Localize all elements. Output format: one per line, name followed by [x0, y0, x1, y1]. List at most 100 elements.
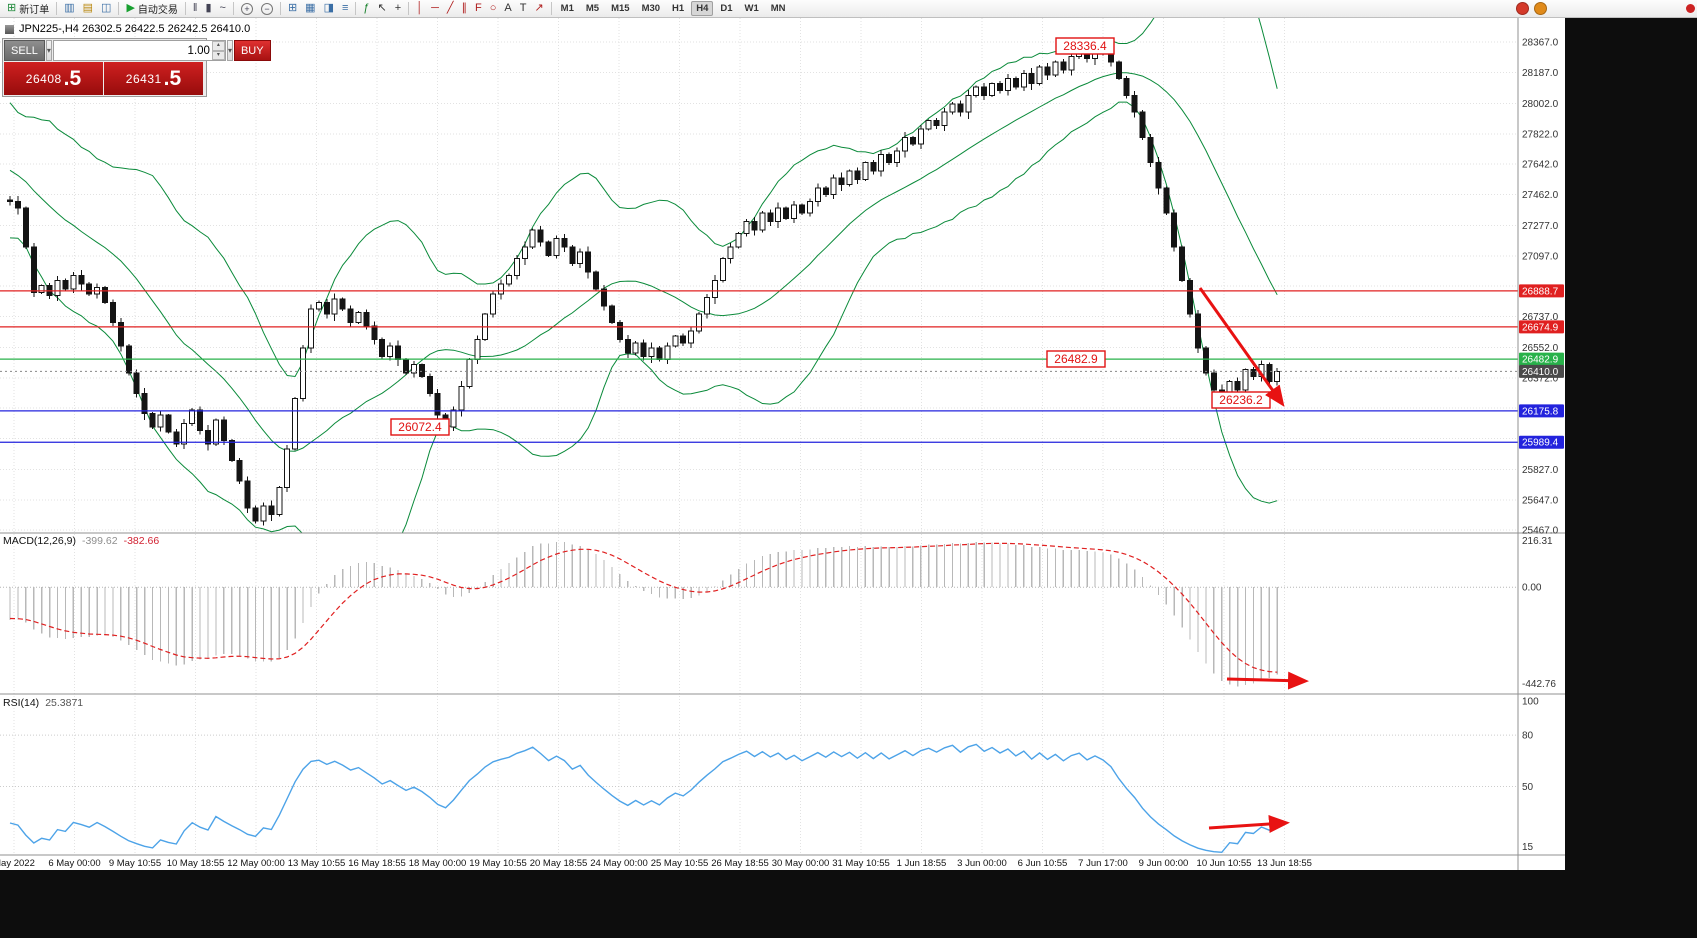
- volume-down-icon[interactable]: ▾: [211, 50, 225, 60]
- candle-body: [236, 460, 243, 482]
- trendline-icon[interactable]: ╱: [444, 1, 457, 16]
- symbol-ohlc-readout: JPN225-,H4 26302.5 26422.5 26242.5 26410…: [5, 23, 250, 35]
- timeframe-m30-button[interactable]: M30: [641, 3, 661, 14]
- candle-body: [1012, 78, 1019, 88]
- pane-separators: [0, 18, 1565, 870]
- candle-body: [260, 505, 267, 522]
- indicators-icon[interactable]: ƒ: [360, 1, 372, 16]
- price-tag: [1519, 320, 1564, 334]
- sell-button[interactable]: SELL: [4, 40, 45, 61]
- navigator-icon[interactable]: ≡: [339, 1, 351, 16]
- timeframe-w1-button[interactable]: W1: [744, 3, 759, 14]
- zoom-out-icon[interactable]: −: [258, 1, 276, 16]
- label-icon[interactable]: T: [517, 1, 530, 16]
- bars-chart-icon[interactable]: ‖: [190, 1, 201, 16]
- svg-text:19 May 10:55: 19 May 10:55: [469, 858, 527, 869]
- cascade-windows-icon: ▦: [305, 2, 316, 14]
- arrow-tools-icon[interactable]: ↗: [531, 1, 546, 16]
- annotation-box: [1046, 350, 1106, 368]
- candlestick-chart-icon[interactable]: ▮: [202, 1, 214, 16]
- horizontal-line-icon[interactable]: ─: [428, 1, 442, 16]
- price-annotations[interactable]: 28336.4 26482.9 26236.2 26072.4: [390, 37, 1271, 436]
- bollinger-bands: [9, 18, 1278, 533]
- autotrading-icon[interactable]: ▶ 自动交易: [123, 1, 180, 16]
- cascade-windows-icon[interactable]: ▦: [302, 1, 318, 16]
- candle-body: [395, 345, 402, 361]
- candle-body: [165, 414, 172, 433]
- profiles-icon[interactable]: ▤: [80, 1, 96, 16]
- timeframe-mn-button[interactable]: MN: [770, 3, 786, 14]
- trendline-icon: ╱: [446, 2, 454, 14]
- price-tag: [1519, 352, 1564, 366]
- candle-body: [276, 487, 283, 515]
- new-chart-icon[interactable]: ▥: [61, 1, 77, 16]
- price-tag: [1519, 364, 1564, 378]
- cursor-icon[interactable]: ↖: [375, 1, 390, 16]
- timeframe-m1-button[interactable]: M1: [560, 3, 574, 14]
- zoom-in-icon[interactable]: +: [238, 1, 256, 16]
- trend-arrows[interactable]: [1198, 287, 1309, 833]
- volume-up-icon[interactable]: ▴: [211, 41, 225, 51]
- svg-text:15: 15: [1522, 842, 1534, 853]
- buy-button[interactable]: BUY: [233, 40, 271, 61]
- svg-text:16 May 18:55: 16 May 18:55: [348, 858, 406, 869]
- candle-body: [54, 280, 61, 297]
- volume-stepper: ▴ ▾: [52, 40, 226, 61]
- buy-price-frac: .5: [163, 66, 182, 90]
- timeframe-m15-button[interactable]: M15: [611, 3, 630, 14]
- timeframe-h4-button[interactable]: H4: [691, 1, 714, 16]
- timeframe-d1-button[interactable]: D1: [720, 3, 733, 14]
- text-icon[interactable]: A: [501, 1, 514, 16]
- svg-text:0.00: 0.00: [1522, 583, 1542, 594]
- candle-body: [1147, 136, 1154, 164]
- community-icon[interactable]: [1516, 2, 1529, 15]
- new-chart-icon: ▥: [64, 2, 75, 14]
- templates-icon[interactable]: ◫: [98, 1, 114, 16]
- ellipse-icon[interactable]: ○: [487, 1, 500, 16]
- vertical-line-icon[interactable]: │: [413, 1, 426, 16]
- candle-body: [577, 251, 584, 265]
- new-order-icon[interactable]: ⊞ 新订单: [4, 1, 52, 16]
- macd-indicator-label: MACD(12,26,9) -399.62 -382.66: [3, 535, 159, 547]
- timeframe-h1-button[interactable]: H1: [672, 3, 685, 14]
- candle-body: [783, 207, 790, 219]
- sell-price-display[interactable]: 26408 .5: [4, 62, 103, 95]
- volume-spinner: ▴ ▾: [211, 41, 225, 60]
- crosshair-icon: +: [394, 2, 402, 14]
- news-icon[interactable]: [1534, 2, 1547, 15]
- candle-body: [205, 429, 211, 445]
- timeframe-m5-button[interactable]: M5: [585, 3, 600, 14]
- sell-dropdown-icon[interactable]: ▾: [45, 40, 52, 61]
- candle-body: [220, 419, 227, 441]
- candle-body: [1131, 94, 1138, 113]
- svg-text:13 May 10:55: 13 May 10:55: [288, 858, 346, 869]
- candle-body: [688, 330, 695, 344]
- toolbar-separator: [56, 2, 58, 15]
- candle-body: [149, 413, 156, 428]
- candle-body: [1123, 78, 1130, 96]
- candle-body: [624, 338, 631, 354]
- fibonacci-icon[interactable]: F: [472, 1, 485, 16]
- chart-canvas[interactable]: 28367.0 28187.0 28002.0 27822.0 27642.0 27462…: [0, 18, 1565, 870]
- line-chart-icon[interactable]: ~: [217, 1, 229, 16]
- svg-text:25827.0: 25827.0: [1522, 465, 1559, 476]
- svg-text:25647.0: 25647.0: [1522, 495, 1559, 506]
- horizontal-level-lines[interactable]: [0, 290, 1518, 443]
- candle-body: [371, 325, 378, 340]
- crosshair-icon[interactable]: +: [392, 1, 404, 16]
- svg-text:20 May 18:55: 20 May 18:55: [530, 858, 588, 869]
- svg-text:-442.76: -442.76: [1522, 679, 1556, 690]
- tile-windows-icon[interactable]: ⊞: [285, 1, 300, 16]
- buy-price-display[interactable]: 26431 .5: [104, 62, 203, 95]
- svg-text:28002.0: 28002.0: [1522, 99, 1559, 110]
- volume-input[interactable]: [53, 41, 212, 60]
- trend-arrow: [1226, 671, 1309, 690]
- buy-dropdown-icon[interactable]: ▾: [226, 40, 233, 61]
- candle-body: [949, 103, 956, 113]
- candle-body: [1179, 246, 1186, 282]
- channel-icon[interactable]: ∥: [458, 1, 470, 16]
- candle-body: [696, 313, 703, 332]
- data-window-icon[interactable]: ◨: [321, 1, 337, 16]
- candle-body: [197, 409, 204, 431]
- candle-body: [925, 120, 932, 130]
